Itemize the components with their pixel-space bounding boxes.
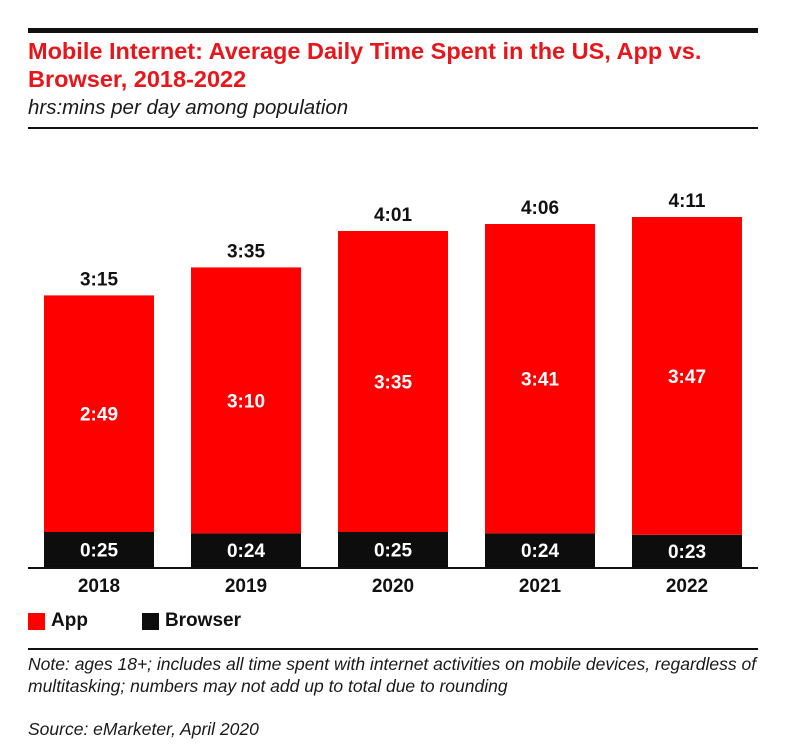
x-tick-label-2020: 2020: [372, 576, 414, 597]
total-label-2018: 3:15: [80, 269, 118, 290]
total-label-2019: 3:35: [227, 241, 265, 262]
footer-divider: [28, 648, 758, 650]
bar-browser-2018: [44, 532, 154, 567]
legend-label-browser: Browser: [164, 610, 241, 631]
x-tick-label-2018: 2018: [78, 576, 120, 597]
value-label-app-2019: 3:10: [227, 391, 265, 412]
x-tick-label-2022: 2022: [666, 576, 708, 597]
bar-app-2020: [338, 231, 448, 532]
legend-item-app: App: [28, 610, 88, 632]
total-label-2020: 4:01: [374, 205, 412, 226]
stacked-bar-chart: 0:25 2:49 3:15 2018 0:24 3:10 3:35 2019 0:25 3:35…: [28, 191, 758, 597]
value-label-browser-2018: 0:25: [80, 541, 118, 562]
total-label-2022: 4:11: [669, 191, 706, 212]
bar-browser-2019: [191, 533, 301, 567]
footnote: Note: ages 18+; includes all time spent …: [28, 654, 757, 696]
legend-label-app: App: [51, 610, 88, 631]
legend-swatch-app: [28, 612, 45, 630]
chart-subtitle: hrs:mins per day among population: [28, 96, 349, 119]
value-label-app-2021: 3:41: [521, 370, 559, 391]
bar-app-2018: [44, 295, 154, 532]
title-divider: [28, 127, 758, 129]
legend-swatch-browser: [141, 612, 159, 630]
bar-app-2022: [632, 217, 742, 535]
bar-browser-2022: [632, 534, 742, 567]
bar-app-2021: [485, 224, 595, 534]
value-label-app-2020: 3:35: [374, 373, 412, 394]
chart-title: Mobile Internet: Average Daily Time Spen…: [28, 38, 702, 92]
bar-app-2019: [191, 267, 301, 534]
value-label-browser-2022: 0:23: [668, 542, 706, 563]
total-label-2021: 4:06: [521, 198, 559, 219]
value-label-app-2018: 2:49: [80, 405, 118, 426]
value-label-browser-2019: 0:24: [227, 541, 265, 562]
bar-browser-2020: [338, 532, 448, 567]
legend-item-browser: Browser: [141, 610, 241, 632]
legend: App Browser: [28, 610, 295, 632]
value-label-app-2022: 3:47: [668, 367, 706, 388]
x-tick-label-2019: 2019: [225, 576, 267, 597]
top-rule: [28, 28, 758, 33]
source-line: Source: eMarketer, April 2020: [28, 719, 259, 739]
value-label-browser-2020: 0:25: [374, 541, 412, 562]
value-label-browser-2021: 0:24: [521, 541, 559, 562]
bar-browser-2021: [485, 533, 595, 567]
x-tick-label-2021: 2021: [519, 576, 562, 597]
